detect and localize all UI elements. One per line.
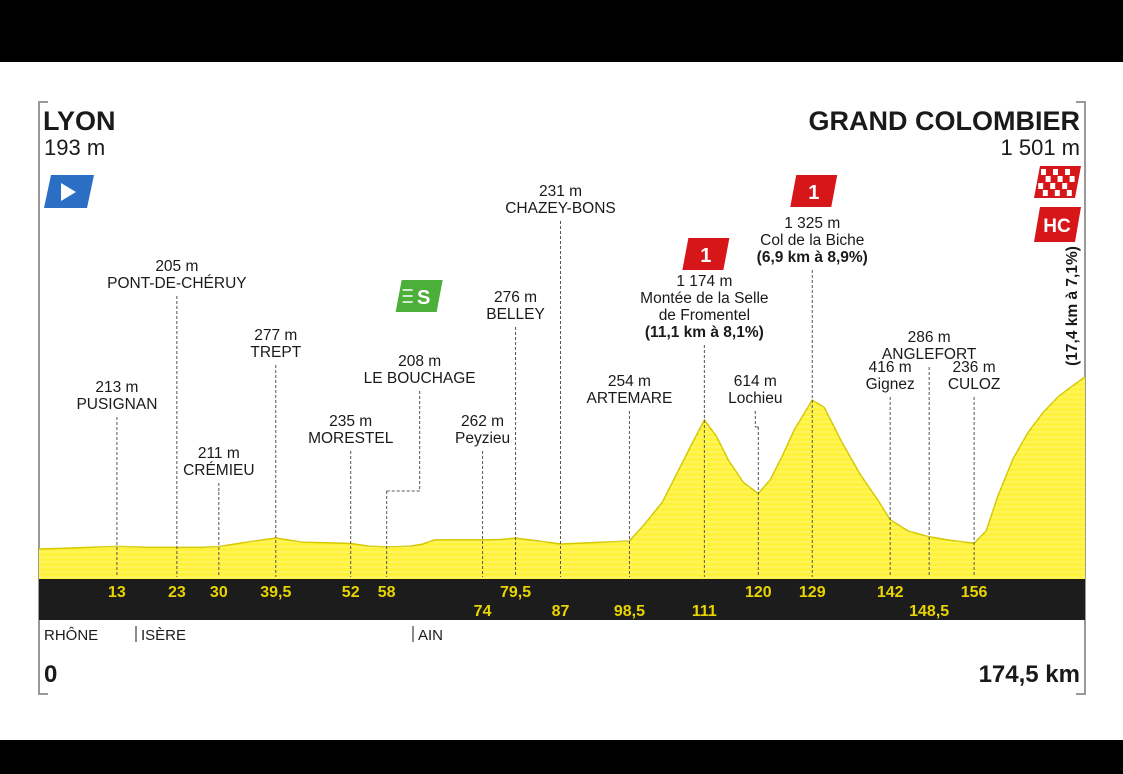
km-label: 129: [799, 584, 826, 601]
point-name: de Fromentel: [659, 307, 750, 324]
point-altitude: 213 m: [95, 379, 138, 396]
point-altitude: 286 m: [908, 329, 951, 346]
sprint-badge-shape: [395, 280, 443, 312]
finish-climb-info: (17,4 km à 7,1%): [1064, 246, 1081, 366]
badge-shape: [682, 238, 730, 270]
km-label: 23: [168, 584, 186, 601]
point-name: Montée de la Selle: [640, 290, 768, 307]
km-label: 142: [877, 584, 904, 601]
checker-square: [1054, 190, 1060, 196]
point-name: CHAZEY-BONS: [505, 200, 616, 217]
point-name: CRÉMIEU: [183, 462, 254, 479]
department-ain: AIN: [418, 627, 443, 644]
km-label: 156: [961, 584, 988, 601]
finish-category: HC: [1043, 216, 1071, 237]
point-name: PUSIGNAN: [76, 396, 157, 413]
point-altitude: 277 m: [254, 327, 297, 344]
badge-shape: [790, 175, 838, 207]
point-altitude: 614 m: [734, 373, 777, 390]
climb-badges: 1 1 S: [395, 175, 838, 312]
km-label: 98,5: [614, 603, 645, 620]
km-label: 74: [474, 603, 492, 620]
km-labels: 13 23 30 39,5 52 58 74 79,5 87 98,5 111 120 129 142 14…: [108, 584, 988, 620]
department-isere: ISÈRE: [141, 627, 186, 644]
km-label: 79,5: [500, 584, 531, 601]
checker-square: [1042, 190, 1048, 196]
point-name: Col de la Biche: [760, 232, 864, 249]
checker-square: [1057, 176, 1063, 182]
profile-panel: LYON 193 m GRAND COLOMBIER 1 501 m HC (1…: [0, 62, 1123, 740]
km-bar: [39, 579, 1085, 620]
point-altitude: 211 m: [198, 445, 240, 462]
start-flag-icon: [44, 175, 94, 208]
point-altitude: 262 m: [461, 413, 504, 430]
checker-square: [1041, 169, 1046, 175]
point-name: PONT-DE-CHÉRUY: [107, 275, 247, 292]
point-name: LE BOUCHAGE: [364, 370, 476, 387]
climb-category-badge: 1: [682, 238, 730, 270]
km-label: 111: [692, 603, 717, 620]
checker-square: [1038, 183, 1044, 189]
leader-lines: [116, 221, 975, 577]
start-city: LYON: [43, 106, 116, 136]
point-name: ARTEMARE: [587, 390, 673, 407]
finish-altitude: 1 501 m: [1001, 135, 1081, 160]
finish-flag-icon: [1034, 166, 1081, 198]
start-altitude: 193 m: [44, 135, 105, 160]
finish-km: 174,5 km: [979, 661, 1080, 688]
climb-category-badge: 1: [790, 175, 838, 207]
point-altitude: 416 m: [869, 359, 912, 376]
point-name: ANGLEFORT: [882, 346, 977, 363]
point-altitude: 235 m: [329, 413, 372, 430]
point-climb-info: (6,9 km à 8,9%): [757, 249, 868, 266]
point-name: BELLEY: [486, 306, 545, 323]
checker-square: [1045, 176, 1051, 182]
start-km: 0: [44, 661, 57, 688]
km-label: 39,5: [260, 584, 291, 601]
department-labels: RHÔNE ISÈRE AIN: [44, 626, 443, 644]
km-label: 13: [108, 584, 126, 601]
point-name: MORESTEL: [308, 430, 394, 447]
checker-square: [1066, 190, 1072, 196]
climb-category-text: 1: [808, 182, 819, 204]
point-altitude: 208 m: [398, 353, 441, 370]
point-altitude: 254 m: [608, 373, 651, 390]
checker-square: [1069, 176, 1075, 182]
climb-category-text: 1: [700, 245, 711, 267]
km-label: 87: [552, 603, 570, 620]
checker-square: [1062, 183, 1068, 189]
point-altitude: 205 m: [155, 258, 198, 275]
elevation-profile-chart: LYON 193 m GRAND COLOMBIER 1 501 m HC (1…: [38, 101, 1086, 695]
checker-square: [1053, 169, 1058, 175]
point-altitude: 236 m: [953, 359, 996, 376]
department-rhone: RHÔNE: [44, 627, 98, 644]
km-label: 120: [745, 584, 772, 601]
point-altitude: 276 m: [494, 289, 537, 306]
point-name: CULOZ: [948, 376, 1001, 393]
finish-city: GRAND COLOMBIER: [809, 106, 1081, 136]
elevation-area: [39, 377, 1085, 579]
point-climb-info: (11,1 km à 8,1%): [645, 324, 764, 341]
point-altitude: 231 m: [539, 183, 582, 200]
sprint-badge-icon: S: [395, 280, 443, 312]
checker-square: [1050, 183, 1056, 189]
point-name: Gignez: [866, 376, 915, 393]
point-altitude: 1 174 m: [676, 273, 732, 290]
km-label: 30: [210, 584, 228, 601]
km-label: 148,5: [909, 603, 949, 620]
elevation-line: [38, 376, 1086, 550]
checker-square: [1065, 169, 1070, 175]
point-name: Peyzieu: [455, 430, 510, 447]
km-label: 52: [342, 584, 360, 601]
km-label: 58: [378, 584, 396, 601]
point-name: Lochieu: [728, 390, 782, 407]
point-name: TREPT: [250, 344, 301, 361]
finish-hc-badge: HC: [1034, 207, 1081, 242]
sprint-label: S: [417, 287, 430, 309]
point-altitude: 1 325 m: [784, 215, 840, 232]
